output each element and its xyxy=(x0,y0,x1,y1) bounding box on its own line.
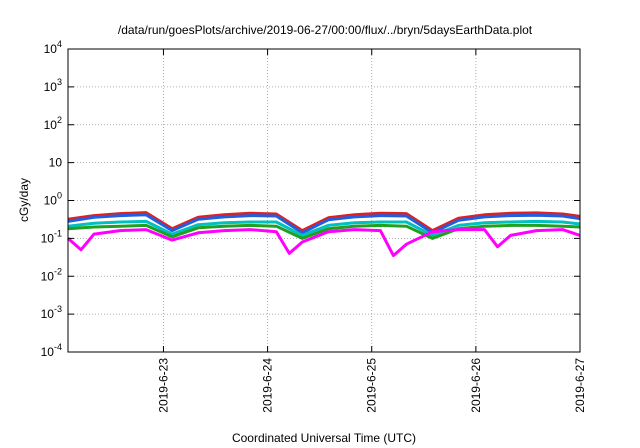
series-line-0 xyxy=(67,211,581,233)
y-tick-label: 10-4 xyxy=(41,342,62,359)
y-tick-label: 103 xyxy=(44,77,62,94)
y-tick-label: 10-3 xyxy=(41,304,62,321)
chart-title: /data/run/goesPlots/archive/2019-06-27/0… xyxy=(118,23,533,37)
x-axis: 2019-6-23 2019-6-24 2019-6-25 2019-6-26 2019… xyxy=(156,49,587,413)
x-tick-label: 2019-6-23 xyxy=(156,358,170,413)
series-line-2 xyxy=(67,219,581,237)
series-line-3 xyxy=(67,223,581,240)
y-tick-label: 10-1 xyxy=(41,228,62,245)
y-tick-label: 102 xyxy=(44,115,62,132)
y-tick-label: 100 xyxy=(44,191,62,208)
y-axis: 10-4 10-3 10-2 10-1 100 10 102 103 104 xyxy=(41,39,580,359)
y-tick-label: 10-2 xyxy=(41,266,62,283)
y-tick-label: 104 xyxy=(44,39,62,56)
series-line-1 xyxy=(67,213,581,235)
data-series xyxy=(67,211,581,258)
series-line-4 xyxy=(67,228,581,258)
x-tick-label: 2019-6-27 xyxy=(573,358,587,413)
y-tick-label: 10 xyxy=(49,156,63,170)
x-axis-label: Coordinated Universal Time (UTC) xyxy=(232,431,416,445)
grid xyxy=(68,49,581,352)
y-axis-label: cGy/day xyxy=(17,178,31,222)
x-tick-label: 2019-6-26 xyxy=(469,358,483,413)
x-tick-label: 2019-6-25 xyxy=(365,358,379,413)
x-tick-label: 2019-6-24 xyxy=(261,358,275,413)
